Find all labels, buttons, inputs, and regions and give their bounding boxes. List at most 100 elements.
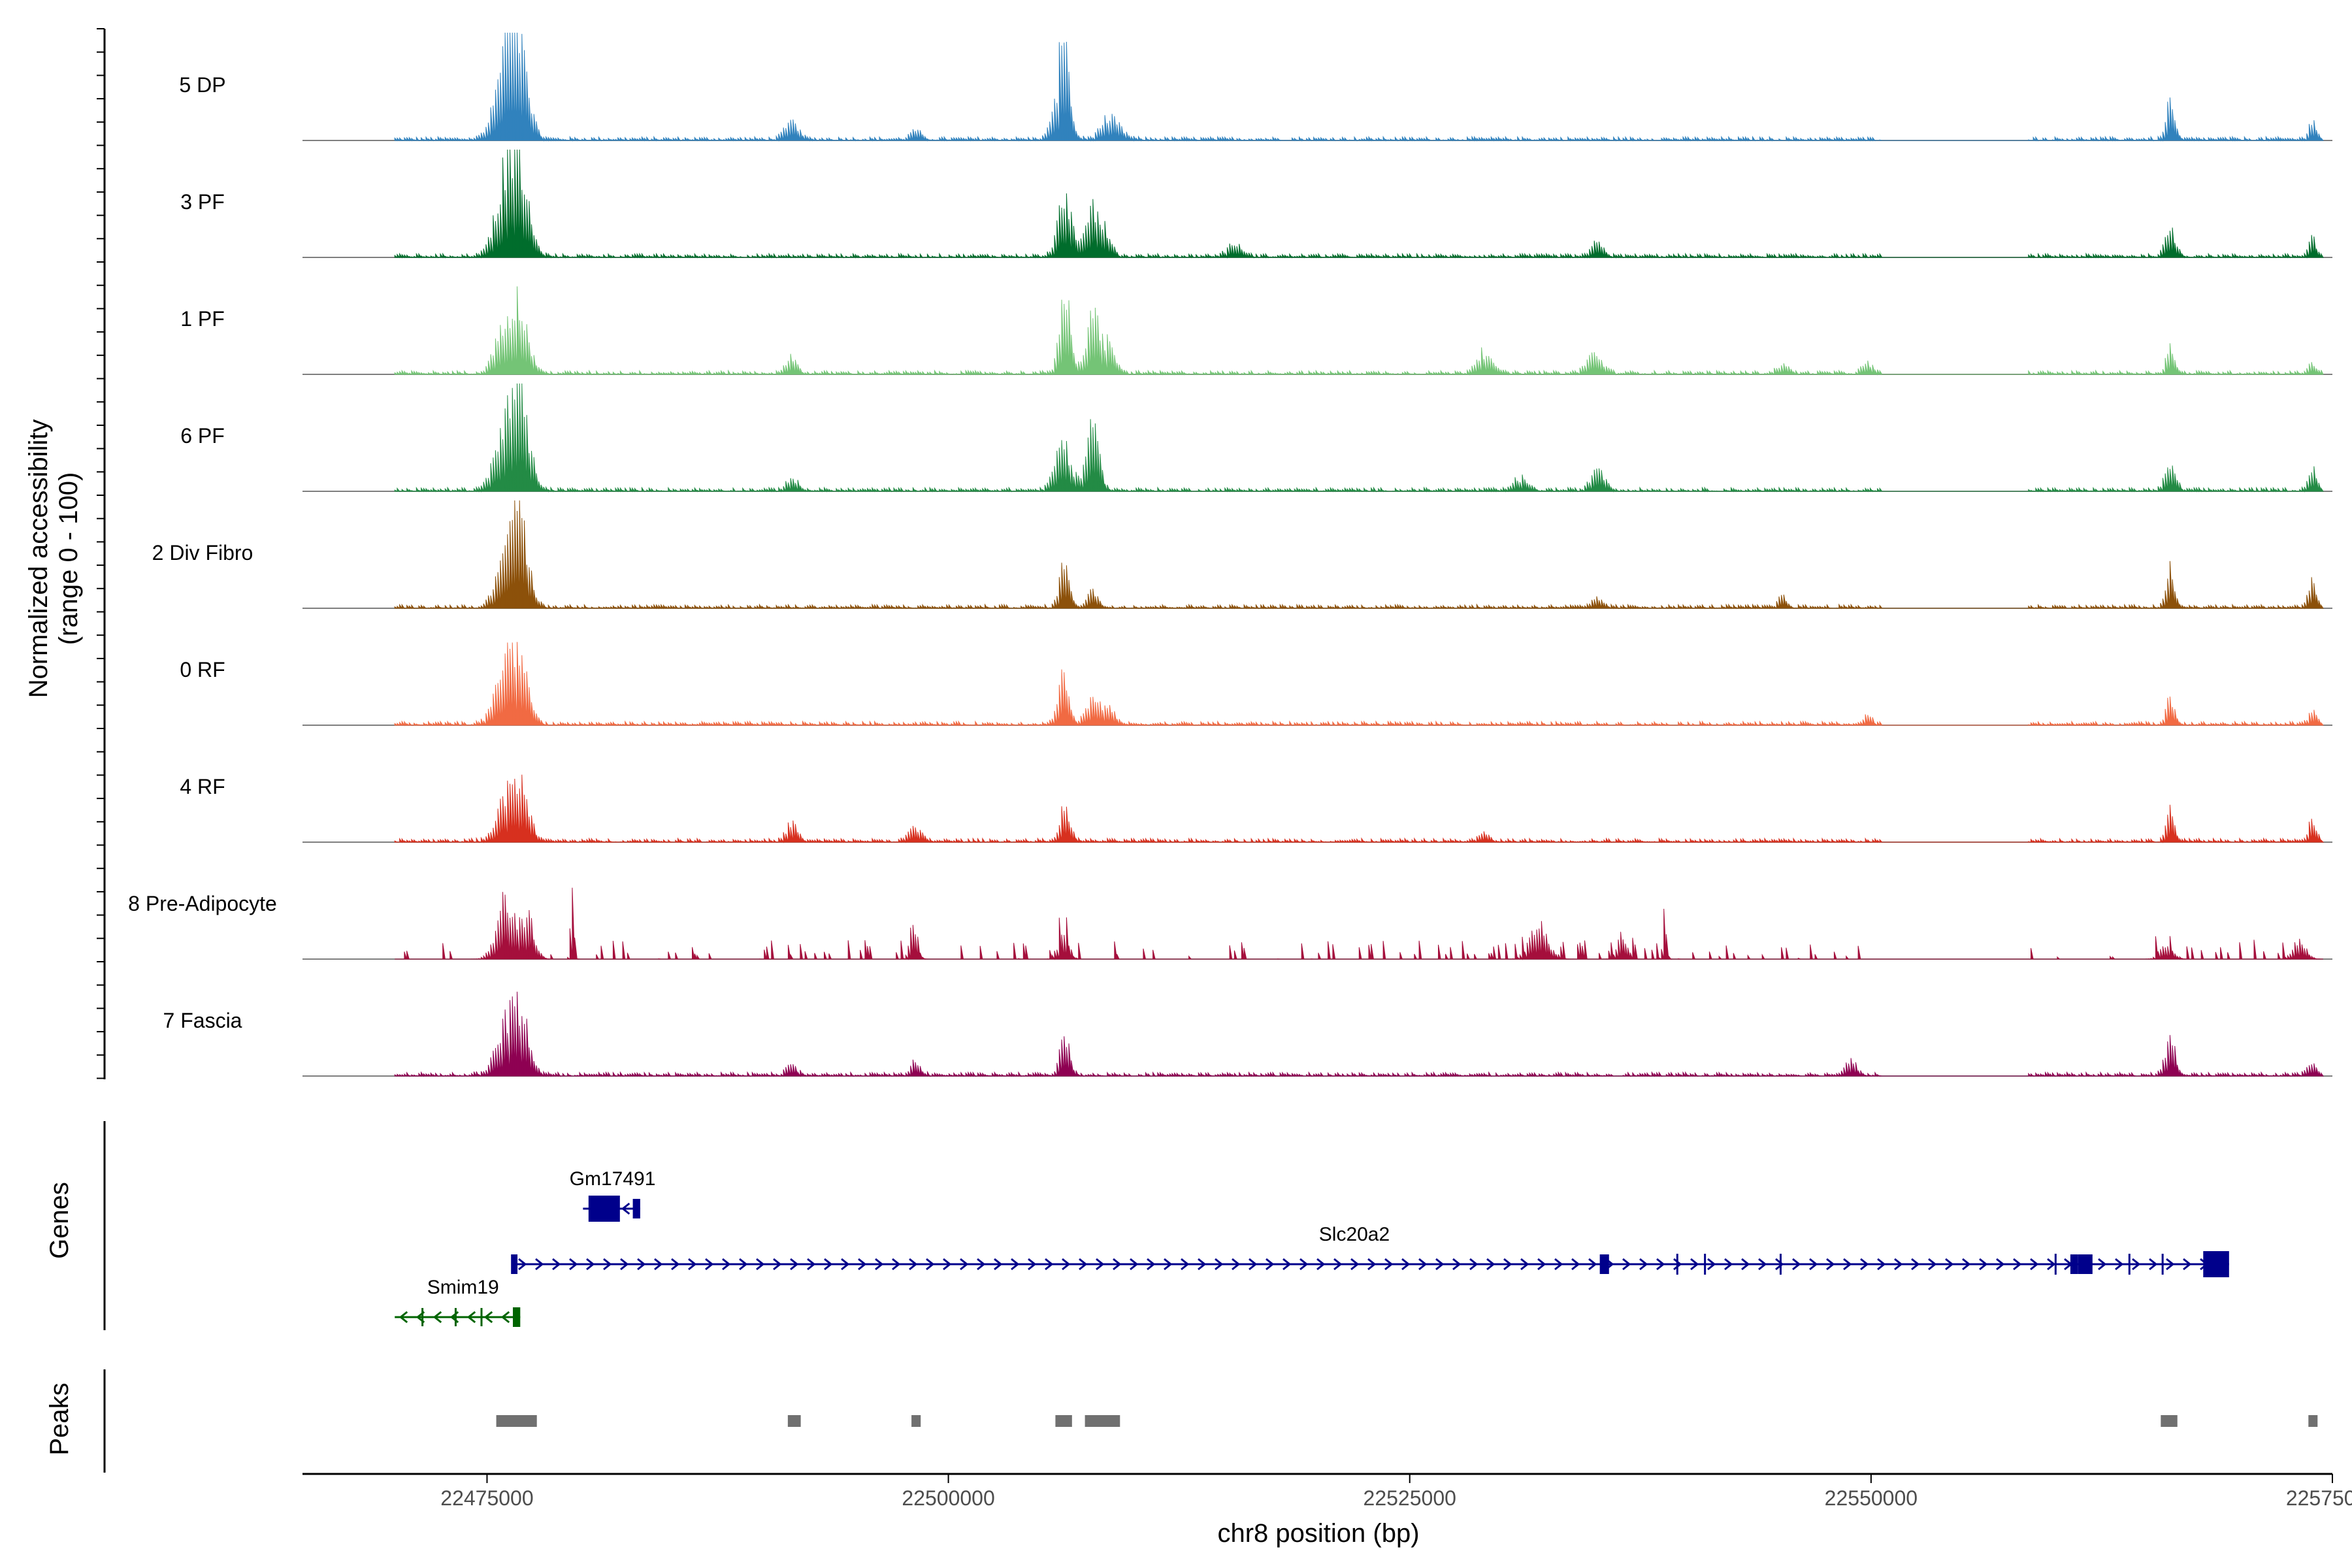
strand-chevron [824, 1258, 833, 1271]
gene-label: Smim19 [427, 1277, 499, 1298]
strand-chevron [1299, 1258, 1309, 1271]
strand-chevron [943, 1258, 952, 1271]
strand-chevron [1232, 1258, 1241, 1271]
strand-chevron [1843, 1258, 1852, 1271]
y-axis-title-line2: (range 0 - 100) [54, 472, 83, 645]
track-label: 3 PF [180, 190, 225, 214]
gene-annotations: Gm17491 Slc20a2 Smim19 [395, 1168, 2229, 1327]
peak-region [2161, 1415, 2178, 1427]
coverage-area [394, 149, 2324, 259]
x-axis: 22475000 22500000 22525000 22550000 22575000 [302, 1473, 2352, 1510]
strand-chevron [1792, 1258, 1801, 1271]
exon [511, 1254, 518, 1274]
strand-chevron [739, 1258, 748, 1271]
x-tick-label: 22575000 [2286, 1486, 2352, 1510]
strand-chevron [1571, 1258, 1580, 1271]
strand-chevron [1724, 1258, 1733, 1271]
track-8-pre-adipocyte: 8 Pre-Adipocyte [128, 887, 2332, 960]
y-axis-title-line1: Normalized accessibility [24, 419, 53, 698]
strand-chevron [2098, 1258, 2107, 1271]
strand-chevron [1147, 1258, 1156, 1271]
strand-chevron [2047, 1258, 2056, 1271]
track-label: 0 RF [180, 658, 225, 681]
strand-chevron [1249, 1258, 1258, 1271]
peak-region [787, 1415, 801, 1427]
strand-chevron [1690, 1258, 1699, 1271]
strand-chevron [841, 1258, 850, 1271]
strand-chevron [2115, 1258, 2124, 1271]
strand-chevron [1316, 1258, 1326, 1271]
strand-chevron [705, 1258, 714, 1271]
strand-chevron [433, 1311, 442, 1324]
strand-chevron [1537, 1258, 1546, 1271]
strand-chevron [1656, 1258, 1665, 1271]
strand-chevron [773, 1258, 782, 1271]
strand-chevron [2013, 1258, 2022, 1271]
strand-chevron [603, 1258, 612, 1271]
strand-chevron [1962, 1258, 1971, 1271]
strand-chevron [1877, 1258, 1886, 1271]
strand-chevron [1418, 1258, 1428, 1271]
strand-chevron [1945, 1258, 1954, 1271]
track-label: 6 PF [180, 424, 225, 448]
strand-chevron [1333, 1258, 1343, 1271]
strand-chevron [1181, 1258, 1190, 1271]
gene-gm17491: Gm17491 [570, 1168, 656, 1222]
genes-side-title: Genes [45, 1182, 74, 1259]
track-7-fascia: 7 Fascia [163, 991, 2332, 1077]
strand-chevron [1673, 1258, 1682, 1271]
strand-chevron [569, 1258, 578, 1271]
strand-chevron [1452, 1258, 1462, 1271]
x-tick-label: 22475000 [440, 1486, 533, 1510]
peak-region [2308, 1415, 2318, 1427]
strand-chevron [2132, 1258, 2141, 1271]
strand-chevron [1503, 1258, 1512, 1271]
exon [2078, 1254, 2093, 1274]
exon [1599, 1254, 1609, 1274]
exon [2203, 1251, 2229, 1277]
strand-chevron [977, 1258, 986, 1271]
gene-label: Gm17491 [570, 1168, 656, 1190]
strand-chevron [399, 1311, 408, 1324]
peak-region [496, 1415, 537, 1427]
strand-chevron [1486, 1258, 1495, 1271]
gene-smim19: Smim19 [395, 1277, 521, 1327]
coverage-area [394, 383, 2324, 493]
strand-chevron [1384, 1258, 1394, 1271]
strand-chevron [1639, 1258, 1648, 1271]
track-6-pf: 6 PF [180, 383, 2332, 493]
strand-chevron [500, 1311, 510, 1324]
x-tick-label: 22500000 [902, 1486, 994, 1510]
x-axis-title: chr8 position (bp) [1217, 1519, 1419, 1548]
strand-chevron [858, 1258, 867, 1271]
strand-chevron [1469, 1258, 1478, 1271]
strand-chevron [1045, 1258, 1054, 1271]
strand-chevron [620, 1258, 629, 1271]
coverage-area [394, 642, 2324, 727]
strand-chevron [637, 1258, 646, 1271]
coverage-area [394, 32, 2324, 142]
strand-chevron [688, 1258, 697, 1271]
strand-chevron [586, 1258, 595, 1271]
strand-chevron [892, 1258, 901, 1271]
x-tick-label: 22525000 [1364, 1486, 1456, 1510]
strand-chevron [807, 1258, 816, 1271]
strand-chevron [960, 1258, 969, 1271]
strand-chevron [994, 1258, 1003, 1271]
peak-regions [496, 1415, 2318, 1427]
strand-chevron [790, 1258, 799, 1271]
strand-chevron [1096, 1258, 1105, 1271]
gene-slc20a2: Slc20a2 [511, 1224, 2229, 1277]
strand-chevron [756, 1258, 765, 1271]
track-label: 8 Pre-Adipocyte [128, 892, 277, 915]
coverage-area [395, 887, 2323, 960]
strand-chevron [2166, 1258, 2175, 1271]
exon [2070, 1254, 2078, 1274]
strand-chevron [1707, 1258, 1716, 1271]
strand-chevron [1079, 1258, 1088, 1271]
strand-chevron [1860, 1258, 1869, 1271]
strand-chevron [1282, 1258, 1292, 1271]
coverage-tracks: 5 DP 3 PF 1 PF 6 PF 2 Div Fibro 0 RF 4 RF 8 Pre… [128, 32, 2332, 1077]
strand-chevron [1011, 1258, 1020, 1271]
strand-chevron [2030, 1258, 2039, 1271]
